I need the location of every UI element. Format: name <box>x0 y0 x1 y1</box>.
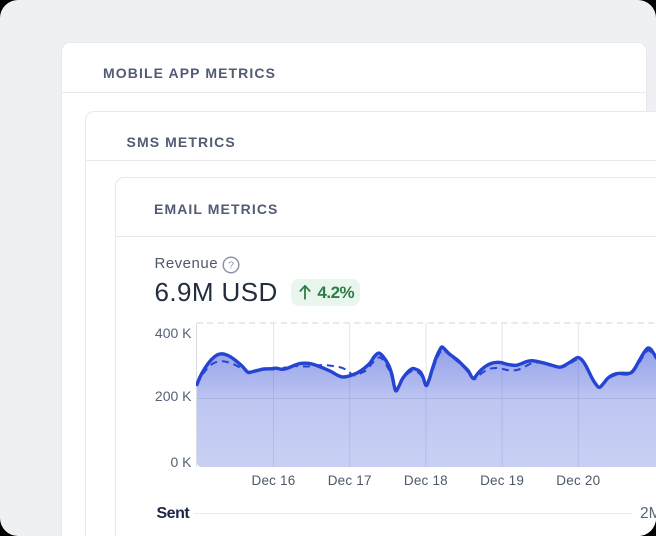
svg-text:?: ? <box>228 259 234 271</box>
